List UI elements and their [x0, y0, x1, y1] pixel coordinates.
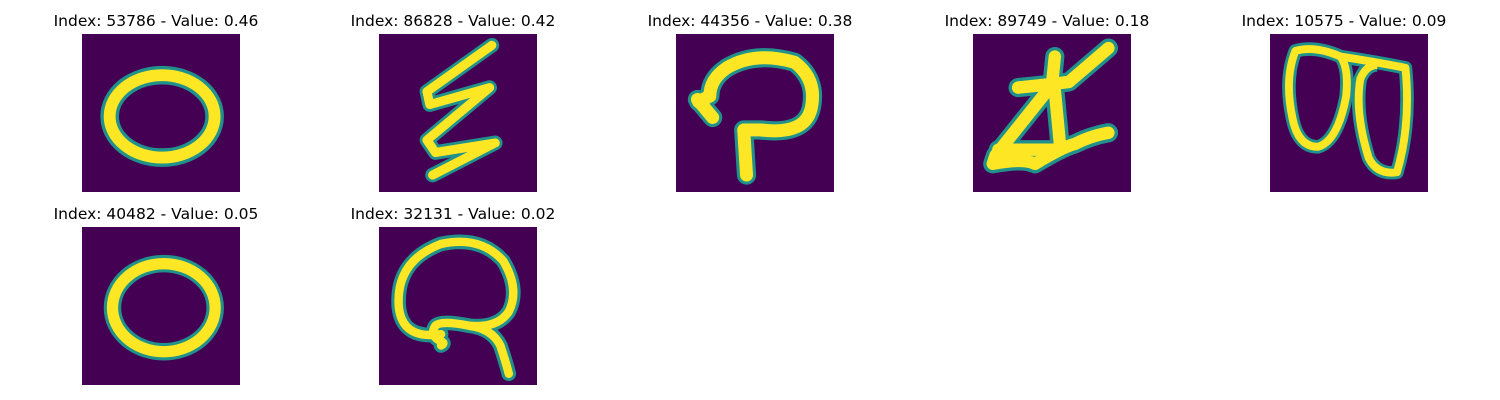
panel-title: Index: 44356 - Value: 0.38	[647, 12, 853, 30]
digit-triangle-stroke-image	[973, 34, 1131, 192]
panel-1: Index: 53786 - Value: 0.46	[6, 0, 306, 192]
panel-title: Index: 40482 - Value: 0.05	[53, 205, 259, 223]
digit-ellipse-image	[82, 227, 240, 385]
digit-image	[379, 227, 537, 385]
panel-title: Index: 89749 - Value: 0.18	[944, 12, 1150, 30]
panel-3: Index: 44356 - Value: 0.38	[600, 0, 900, 192]
panel-title: Index: 53786 - Value: 0.46	[53, 12, 259, 30]
panel-title: Index: 10575 - Value: 0.09	[1241, 12, 1447, 30]
digit-image	[676, 34, 834, 192]
digit-loop-hook-image	[676, 34, 834, 192]
panel-7: Index: 32131 - Value: 0.02	[303, 193, 603, 385]
panel-5: Index: 10575 - Value: 0.09	[1194, 0, 1494, 192]
panel-2: Index: 86828 - Value: 0.42	[303, 0, 603, 192]
digit-double-loop-image	[1270, 34, 1428, 192]
digit-ellipse-image	[82, 34, 240, 192]
digit-zigzag-image	[379, 34, 537, 192]
digit-image	[82, 34, 240, 192]
panel-title: Index: 32131 - Value: 0.02	[350, 205, 556, 223]
digit-image	[973, 34, 1131, 192]
panel-4: Index: 89749 - Value: 0.18	[897, 0, 1197, 192]
digit-image	[379, 34, 537, 192]
digit-image	[1270, 34, 1428, 192]
digit-looped-tail-image	[379, 227, 537, 385]
digit-image	[82, 227, 240, 385]
panel-6: Index: 40482 - Value: 0.05	[6, 193, 306, 385]
panel-title: Index: 86828 - Value: 0.42	[350, 12, 556, 30]
